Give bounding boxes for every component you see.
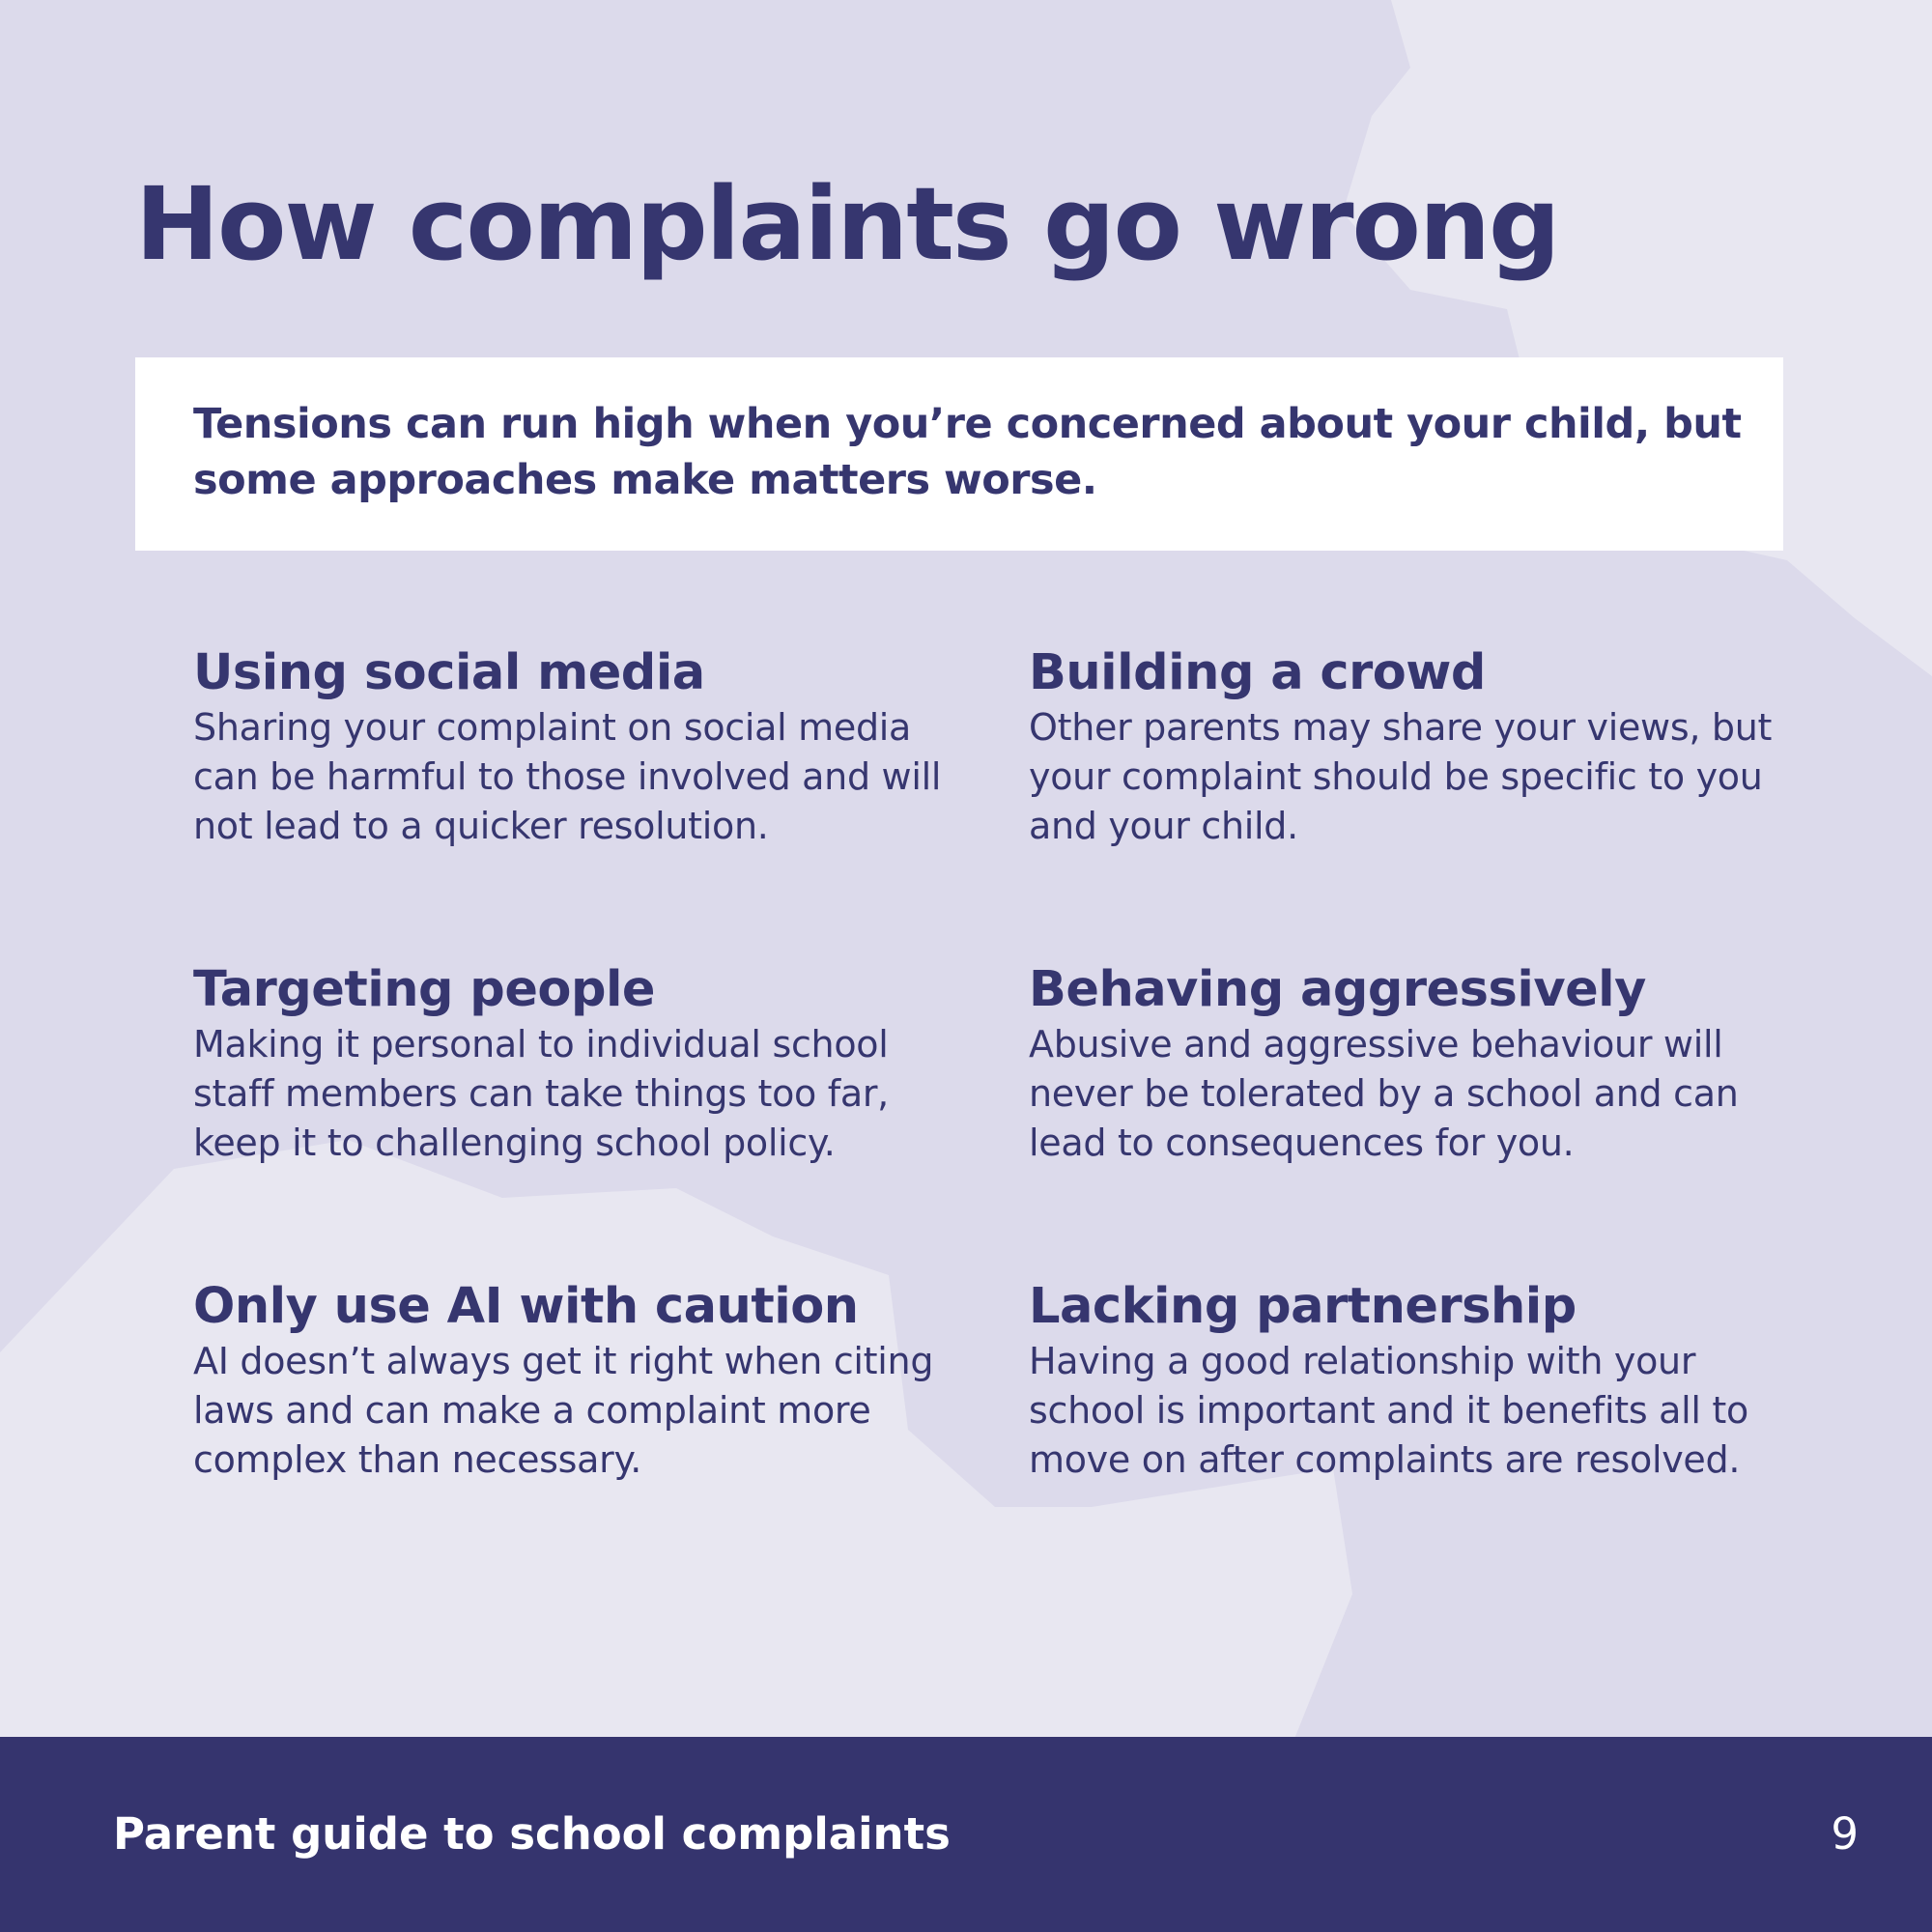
item: Targeting people Making it personal to in… <box>193 960 966 1168</box>
item-heading: Building a crowd <box>1029 644 1486 701</box>
item-heading: Using social media <box>193 644 705 701</box>
item: Behaving aggressively Abusive and aggress… <box>1029 960 1802 1168</box>
item-heading: Behaving aggressively <box>1029 961 1646 1018</box>
item-body: Other parents may share your views, but … <box>1029 706 1773 847</box>
item: Only use AI with caution AI doesn’t alway… <box>193 1277 966 1485</box>
bg-shape <box>0 1140 1352 1739</box>
bg-shape <box>1343 0 1932 676</box>
intro-box <box>135 357 1783 551</box>
page-number: 9 <box>1831 1808 1859 1860</box>
title: How complaints go wrong <box>135 165 1560 283</box>
footer-title: Parent guide to school complaints <box>113 1808 951 1860</box>
item: Lacking partnership Having a good relatio… <box>1029 1277 1802 1485</box>
footer <box>0 1737 1932 1932</box>
item: Building a crowd Other parents may share … <box>1029 643 1802 851</box>
item-body: Having a good relationship with your sch… <box>1029 1340 1748 1481</box>
intro: Tensions can run high when you’re concer… <box>193 400 1742 504</box>
item-body: Making it personal to individual school … <box>193 1023 889 1164</box>
item-heading: Lacking partnership <box>1029 1278 1577 1335</box>
item-body: AI doesn’t always get it right when citi… <box>193 1340 934 1481</box>
item-heading: Only use AI with caution <box>193 1278 859 1335</box>
item-heading: Targeting people <box>193 961 656 1018</box>
item-body: Sharing your complaint on social media c… <box>193 706 942 847</box>
item-body: Abusive and aggressive behaviour will ne… <box>1029 1023 1739 1164</box>
item: Using social media Sharing your complaint… <box>193 643 966 851</box>
